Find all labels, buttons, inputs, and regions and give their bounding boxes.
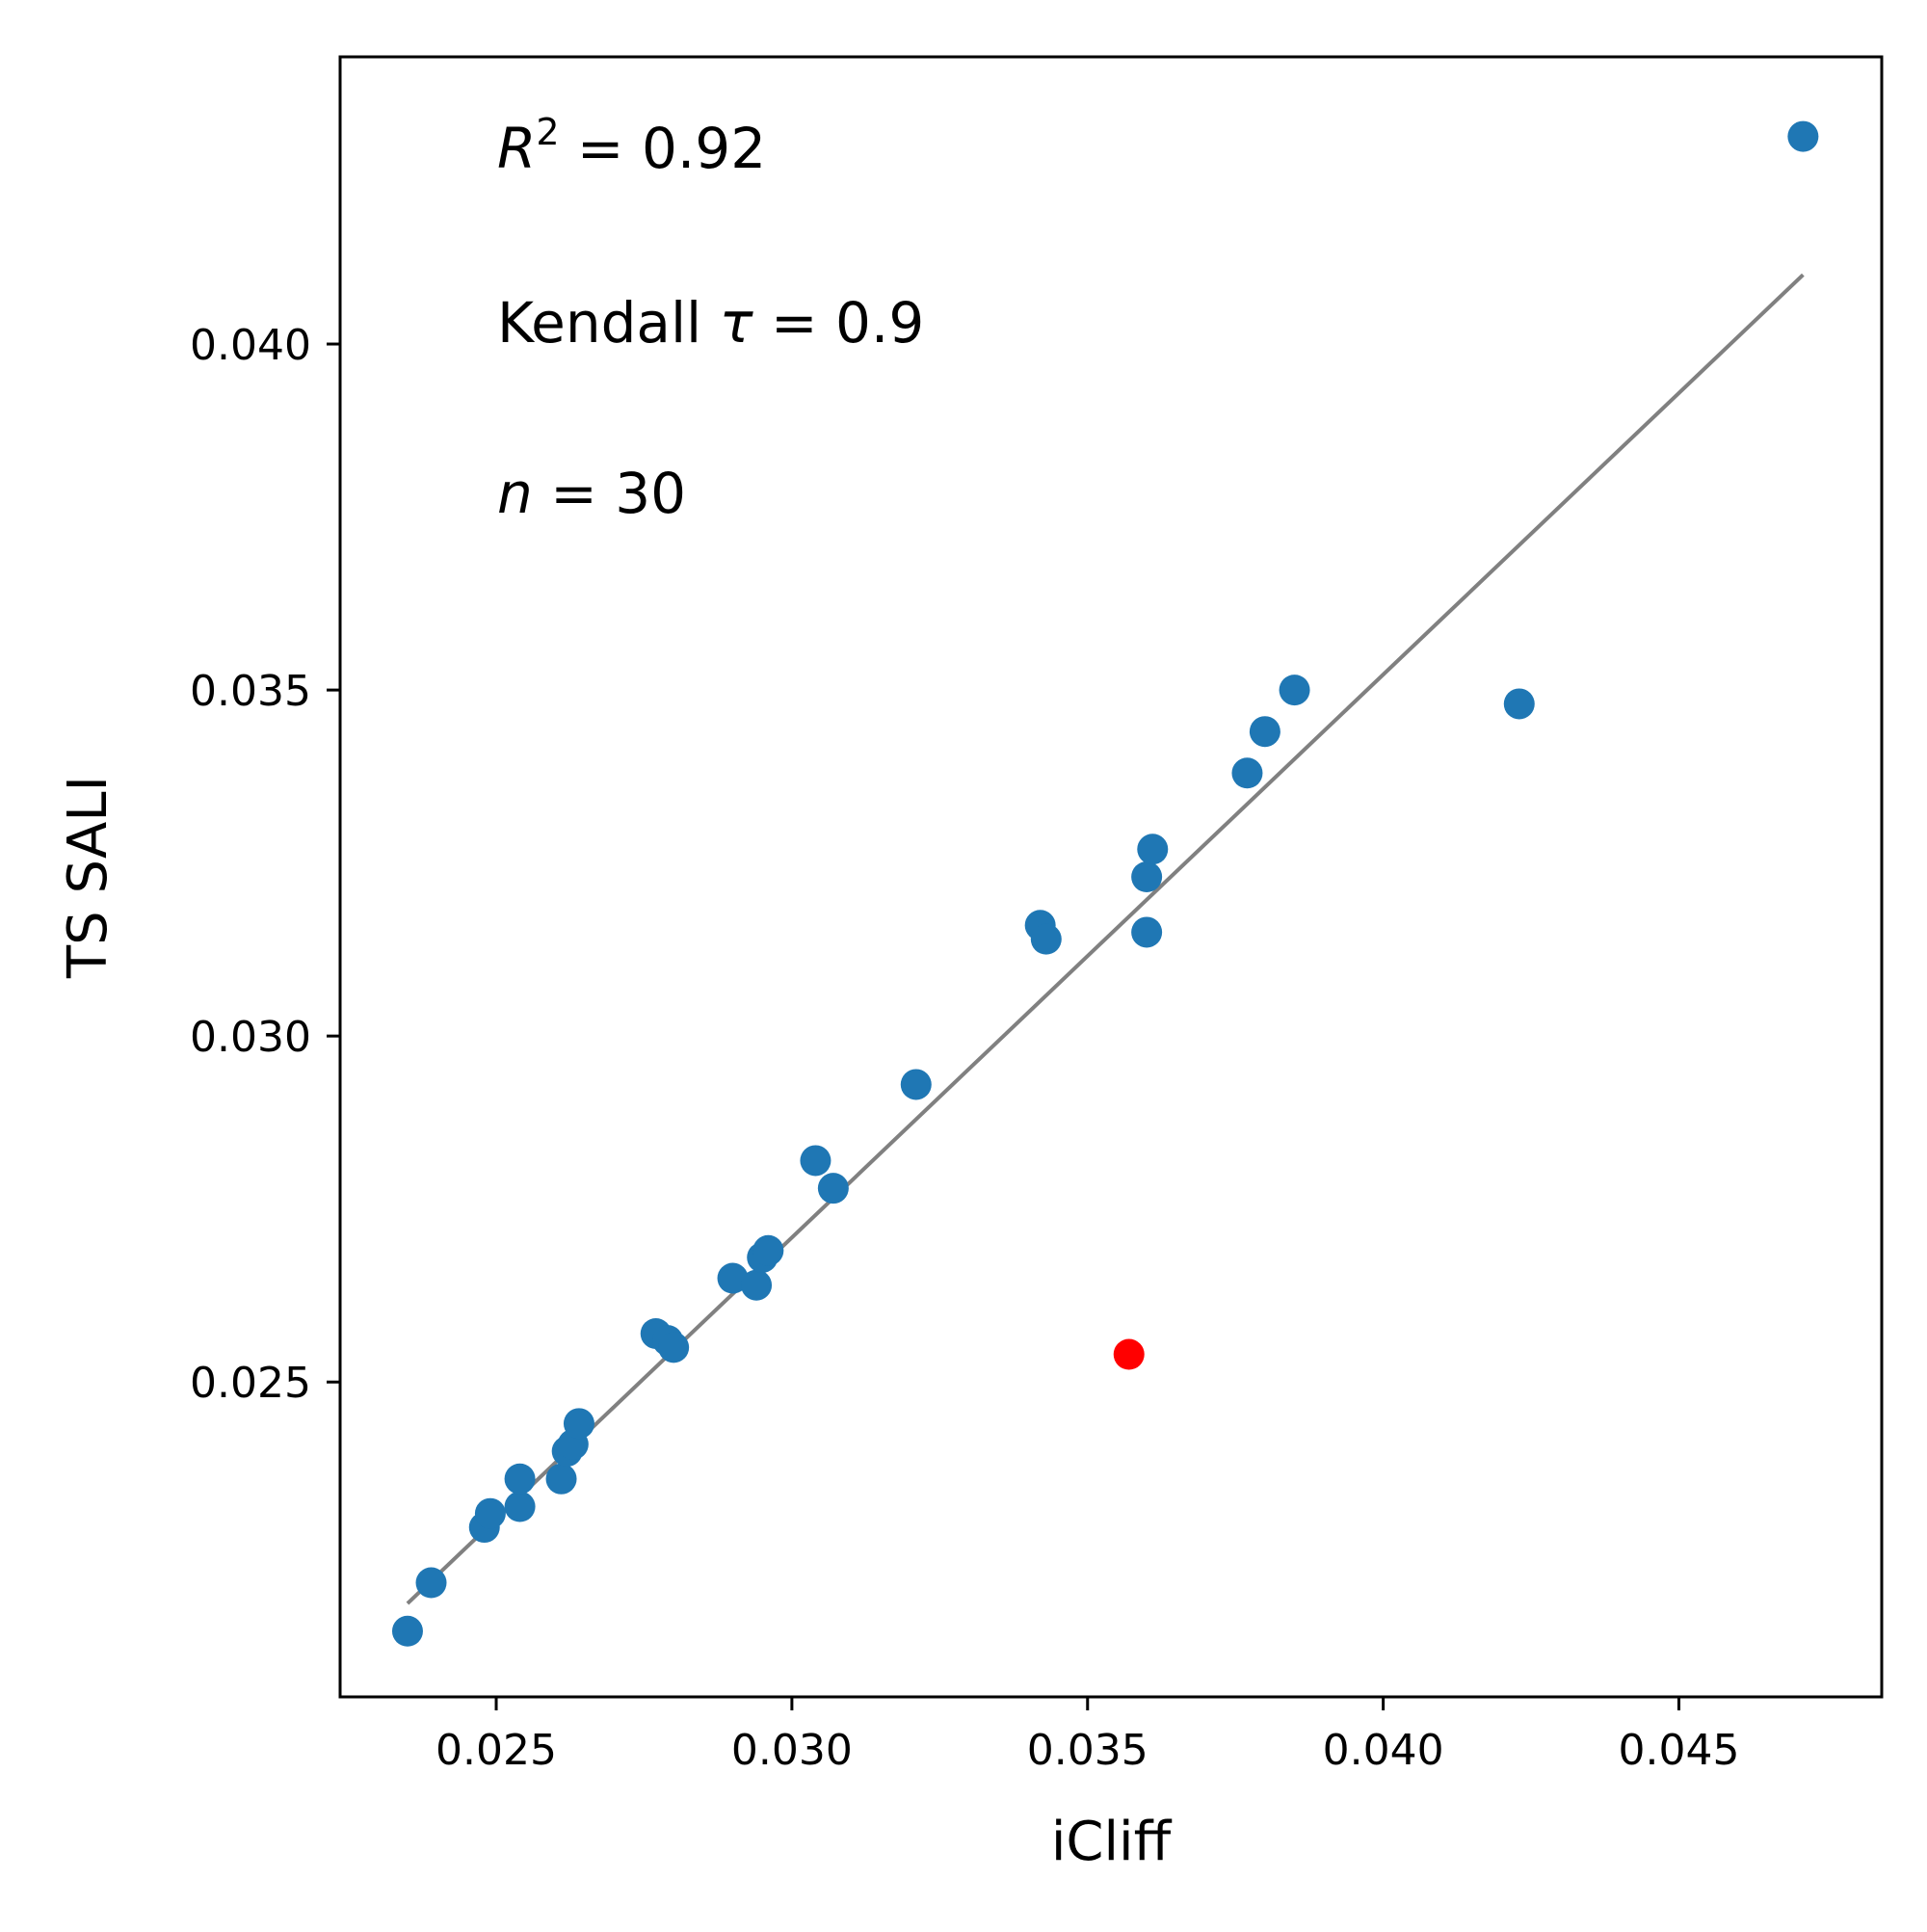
data-point: [1231, 757, 1263, 789]
x-tick-label: 0.025: [436, 1726, 557, 1775]
plot-marks: [391, 120, 1819, 1647]
data-point: [658, 1332, 690, 1363]
x-tick-label: 0.035: [1027, 1726, 1148, 1775]
data-point: [1030, 923, 1062, 955]
y-axis-label: TS SALI: [57, 776, 119, 979]
sample-size-value: = 30: [533, 461, 686, 526]
data-point: [1503, 688, 1535, 720]
data-point: [800, 1145, 832, 1177]
data-point: [391, 1615, 423, 1647]
y-tick-label: 0.030: [190, 1013, 311, 1062]
kendall-symbol: τ: [720, 290, 754, 356]
data-point: [1131, 861, 1163, 892]
kendall-prefix: Kendall: [497, 290, 720, 356]
data-point: [752, 1234, 784, 1266]
data-point: [504, 1491, 536, 1522]
x-axis-label: iCliff: [1051, 1811, 1173, 1873]
data-point: [563, 1408, 594, 1440]
y-tick-label: 0.025: [190, 1359, 311, 1408]
r-squared-value: = 0.92: [560, 116, 767, 181]
y-tick-label: 0.035: [190, 667, 311, 716]
x-axis-ticks: 0.025 0.030 0.035 0.040 0.045: [436, 1697, 1739, 1775]
data-point: [817, 1173, 849, 1204]
data-point: [1137, 834, 1169, 865]
highlighted-data-point: [1113, 1338, 1145, 1370]
x-tick-label: 0.030: [731, 1726, 853, 1775]
r-squared-annotation: R2 = 0.92: [497, 111, 766, 181]
data-point: [504, 1463, 536, 1495]
data-point: [474, 1497, 506, 1529]
data-point: [1131, 916, 1163, 948]
y-tick-label: 0.040: [190, 321, 311, 370]
data-point: [1279, 675, 1310, 706]
sample-size-annotation: n = 30: [497, 461, 686, 526]
x-tick-label: 0.040: [1323, 1726, 1444, 1775]
data-point: [1249, 716, 1280, 748]
kendall-value: = 0.9: [753, 290, 925, 356]
plot-frame: [338, 55, 1884, 1699]
r-squared-symbol: R: [497, 116, 536, 181]
data-point: [717, 1262, 749, 1294]
data-point: [1787, 120, 1819, 152]
r-squared-superscript: 2: [536, 111, 559, 153]
sample-size-symbol: n: [497, 461, 533, 526]
data-point: [545, 1463, 577, 1495]
kendall-tau-annotation: Kendall τ = 0.9: [497, 290, 924, 356]
x-tick-label: 0.045: [1619, 1726, 1740, 1775]
y-axis-ticks: 0.025 0.030 0.035 0.040: [190, 321, 340, 1408]
regression-line: [406, 273, 1805, 1605]
data-point: [741, 1269, 773, 1301]
data-point: [415, 1567, 447, 1599]
data-point: [900, 1069, 932, 1100]
